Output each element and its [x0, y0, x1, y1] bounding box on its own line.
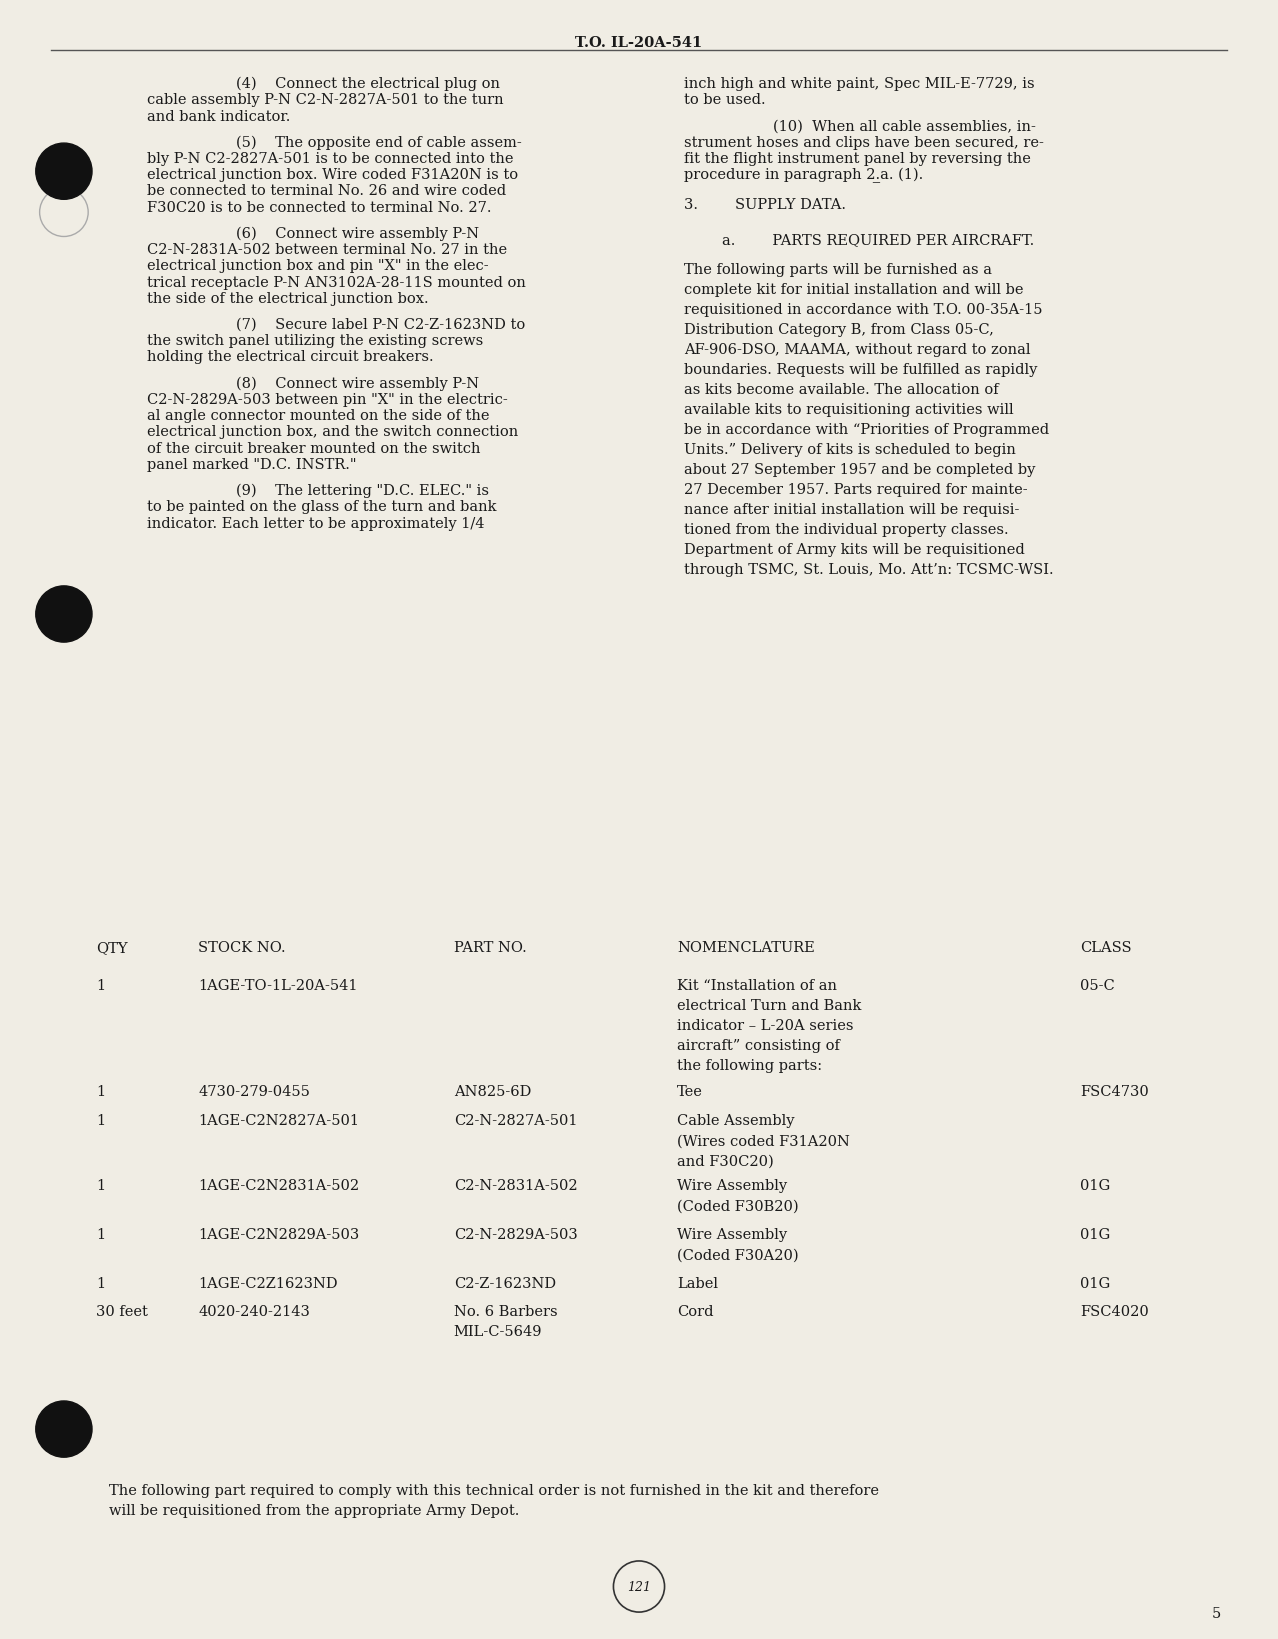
Text: al angle connector mounted on the side of the: al angle connector mounted on the side o…	[147, 408, 489, 423]
Text: 05-C: 05-C	[1080, 978, 1114, 992]
Text: 1AGE-C2N2827A-501: 1AGE-C2N2827A-501	[198, 1113, 359, 1128]
Text: 1AGE-C2N2831A-502: 1AGE-C2N2831A-502	[198, 1178, 359, 1193]
Text: be connected to terminal No. 26 and wire coded: be connected to terminal No. 26 and wire…	[147, 184, 506, 198]
Text: (7)    Secure label P-N C2-Z-1623ND to: (7) Secure label P-N C2-Z-1623ND to	[236, 318, 525, 331]
Text: CLASS: CLASS	[1080, 941, 1131, 956]
Text: indicator. Each letter to be approximately 1/4: indicator. Each letter to be approximate…	[147, 516, 484, 529]
Text: electrical junction box. Wire coded F31A20N is to: electrical junction box. Wire coded F31A…	[147, 169, 518, 182]
Text: C2-N-2829A-503 between pin "X" in the electric-: C2-N-2829A-503 between pin "X" in the el…	[147, 393, 507, 406]
Text: (5)    The opposite end of cable assem-: (5) The opposite end of cable assem-	[236, 136, 523, 151]
Text: Cord: Cord	[677, 1305, 714, 1318]
Text: The following parts will be furnished as a
complete kit for initial installation: The following parts will be furnished as…	[684, 262, 1053, 577]
Text: (4)    Connect the electrical plug on: (4) Connect the electrical plug on	[236, 77, 501, 92]
Text: C2-N-2831A-502 between terminal No. 27 in the: C2-N-2831A-502 between terminal No. 27 i…	[147, 243, 507, 257]
Text: to be used.: to be used.	[684, 93, 766, 107]
Text: C2-Z-1623ND: C2-Z-1623ND	[454, 1277, 556, 1290]
Text: QTY: QTY	[96, 941, 128, 956]
Text: 01G: 01G	[1080, 1178, 1111, 1193]
Text: 1: 1	[96, 1083, 105, 1098]
Text: Kit “Installation of an
electrical Turn and Bank
indicator – L-20A series
aircra: Kit “Installation of an electrical Turn …	[677, 978, 861, 1072]
Text: procedure in paragraph 2.̲a. (1).: procedure in paragraph 2.̲a. (1).	[684, 169, 923, 184]
Text: 5: 5	[1212, 1606, 1220, 1621]
Text: 4730-279-0455: 4730-279-0455	[198, 1083, 311, 1098]
Text: NOMENCLATURE: NOMENCLATURE	[677, 941, 815, 956]
Text: FSC4020: FSC4020	[1080, 1305, 1149, 1318]
Text: C2-N-2831A-502: C2-N-2831A-502	[454, 1178, 578, 1193]
Text: 1: 1	[96, 978, 105, 992]
Text: (6)    Connect wire assembly P-N: (6) Connect wire assembly P-N	[236, 226, 479, 241]
Text: Label: Label	[677, 1277, 718, 1290]
Text: 1: 1	[96, 1113, 105, 1128]
Text: C2-N-2827A-501: C2-N-2827A-501	[454, 1113, 578, 1128]
Text: of the circuit breaker mounted on the switch: of the circuit breaker mounted on the sw…	[147, 441, 481, 456]
Text: 1: 1	[96, 1178, 105, 1193]
Text: electrical junction box and pin "X" in the elec-: electrical junction box and pin "X" in t…	[147, 259, 488, 274]
Text: (10)  When all cable assemblies, in-: (10) When all cable assemblies, in-	[773, 120, 1036, 133]
Text: Cable Assembly
(Wires coded F31A20N
and F30C20): Cable Assembly (Wires coded F31A20N and …	[677, 1113, 850, 1167]
Text: STOCK NO.: STOCK NO.	[198, 941, 286, 956]
Text: 1AGE-C2Z1623ND: 1AGE-C2Z1623ND	[198, 1277, 337, 1290]
Text: 3.        SUPPLY DATA.: 3. SUPPLY DATA.	[684, 197, 846, 211]
Text: PART NO.: PART NO.	[454, 941, 527, 956]
Text: 4020-240-2143: 4020-240-2143	[198, 1305, 311, 1318]
Text: 1: 1	[96, 1228, 105, 1242]
Text: bly P-N C2-2827A-501 is to be connected into the: bly P-N C2-2827A-501 is to be connected …	[147, 152, 514, 166]
Text: (8)    Connect wire assembly P-N: (8) Connect wire assembly P-N	[236, 377, 479, 390]
Text: trical receptacle P-N AN3102A-28-11S mounted on: trical receptacle P-N AN3102A-28-11S mou…	[147, 275, 525, 290]
Text: (9)    The lettering "D.C. ELEC." is: (9) The lettering "D.C. ELEC." is	[236, 484, 489, 498]
Text: electrical junction box, and the switch connection: electrical junction box, and the switch …	[147, 425, 518, 439]
Text: F30C20 is to be connected to terminal No. 27.: F30C20 is to be connected to terminal No…	[147, 200, 492, 215]
Text: 01G: 01G	[1080, 1228, 1111, 1242]
Text: Wire Assembly
(Coded F30B20): Wire Assembly (Coded F30B20)	[677, 1178, 799, 1213]
Ellipse shape	[36, 1401, 92, 1457]
Text: holding the electrical circuit breakers.: holding the electrical circuit breakers.	[147, 351, 433, 364]
Text: the side of the electrical junction box.: the side of the electrical junction box.	[147, 292, 428, 306]
Text: FSC4730: FSC4730	[1080, 1083, 1149, 1098]
Text: 1AGE-C2N2829A-503: 1AGE-C2N2829A-503	[198, 1228, 359, 1242]
Text: inch high and white paint, Spec MIL-E-7729, is: inch high and white paint, Spec MIL-E-77…	[684, 77, 1034, 92]
Text: 1AGE-TO-1L-20A-541: 1AGE-TO-1L-20A-541	[198, 978, 358, 992]
Text: 30 feet: 30 feet	[96, 1305, 148, 1318]
Ellipse shape	[36, 587, 92, 642]
Text: cable assembly P-N C2-N-2827A-501 to the turn: cable assembly P-N C2-N-2827A-501 to the…	[147, 93, 504, 107]
Text: AN825-6D: AN825-6D	[454, 1083, 532, 1098]
Text: fit the flight instrument panel by reversing the: fit the flight instrument panel by rever…	[684, 152, 1030, 166]
Text: strument hoses and clips have been secured, re-: strument hoses and clips have been secur…	[684, 136, 1044, 149]
Text: 1: 1	[96, 1277, 105, 1290]
Text: and bank indicator.: and bank indicator.	[147, 110, 290, 123]
Text: panel marked "D.C. INSTR.": panel marked "D.C. INSTR."	[147, 457, 357, 472]
Text: T.O. IL-20A-541: T.O. IL-20A-541	[575, 36, 703, 51]
Ellipse shape	[36, 144, 92, 200]
Text: 121: 121	[627, 1580, 651, 1593]
Text: Tee: Tee	[677, 1083, 703, 1098]
Text: Wire Assembly
(Coded F30A20): Wire Assembly (Coded F30A20)	[677, 1228, 799, 1262]
Text: C2-N-2829A-503: C2-N-2829A-503	[454, 1228, 578, 1242]
Text: the switch panel utilizing the existing screws: the switch panel utilizing the existing …	[147, 334, 483, 347]
Text: to be painted on the glass of the turn and bank: to be painted on the glass of the turn a…	[147, 500, 496, 515]
Text: 01G: 01G	[1080, 1277, 1111, 1290]
Text: The following part required to comply with this technical order is not furnished: The following part required to comply wi…	[109, 1483, 879, 1518]
Text: No. 6 Barbers
MIL-C-5649: No. 6 Barbers MIL-C-5649	[454, 1305, 557, 1339]
Text: a.        PARTS REQUIRED PER AIRCRAFT.: a. PARTS REQUIRED PER AIRCRAFT.	[722, 233, 1034, 247]
